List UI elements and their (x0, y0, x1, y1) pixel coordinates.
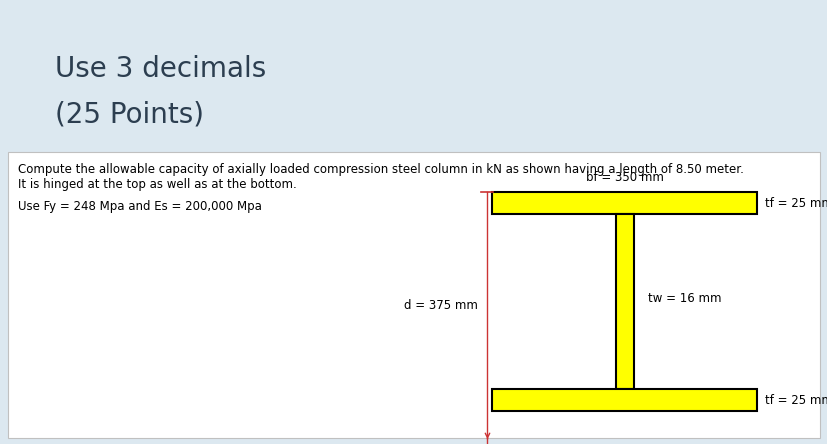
Text: It is hinged at the top as well as at the bottom.: It is hinged at the top as well as at th… (18, 178, 296, 191)
Text: Compute the allowable capacity of axially loaded compression steel column in kN : Compute the allowable capacity of axiall… (18, 163, 743, 176)
Text: (25 Points): (25 Points) (55, 100, 203, 128)
FancyBboxPatch shape (8, 152, 819, 438)
Text: Use Fy = 248 Mpa and Es = 200,000 Mpa: Use Fy = 248 Mpa and Es = 200,000 Mpa (18, 200, 261, 213)
Text: tf = 25 mm: tf = 25 mm (765, 393, 827, 407)
Bar (492, 192, 757, 214)
Bar (492, 389, 757, 411)
Text: tw = 16 mm: tw = 16 mm (648, 292, 720, 305)
Text: tf = 25 mm: tf = 25 mm (765, 197, 827, 210)
Bar (615, 214, 633, 389)
Text: Use 3 decimals: Use 3 decimals (55, 55, 266, 83)
Text: d = 375 mm: d = 375 mm (403, 299, 477, 313)
Text: bf = 350 mm: bf = 350 mm (586, 171, 663, 184)
